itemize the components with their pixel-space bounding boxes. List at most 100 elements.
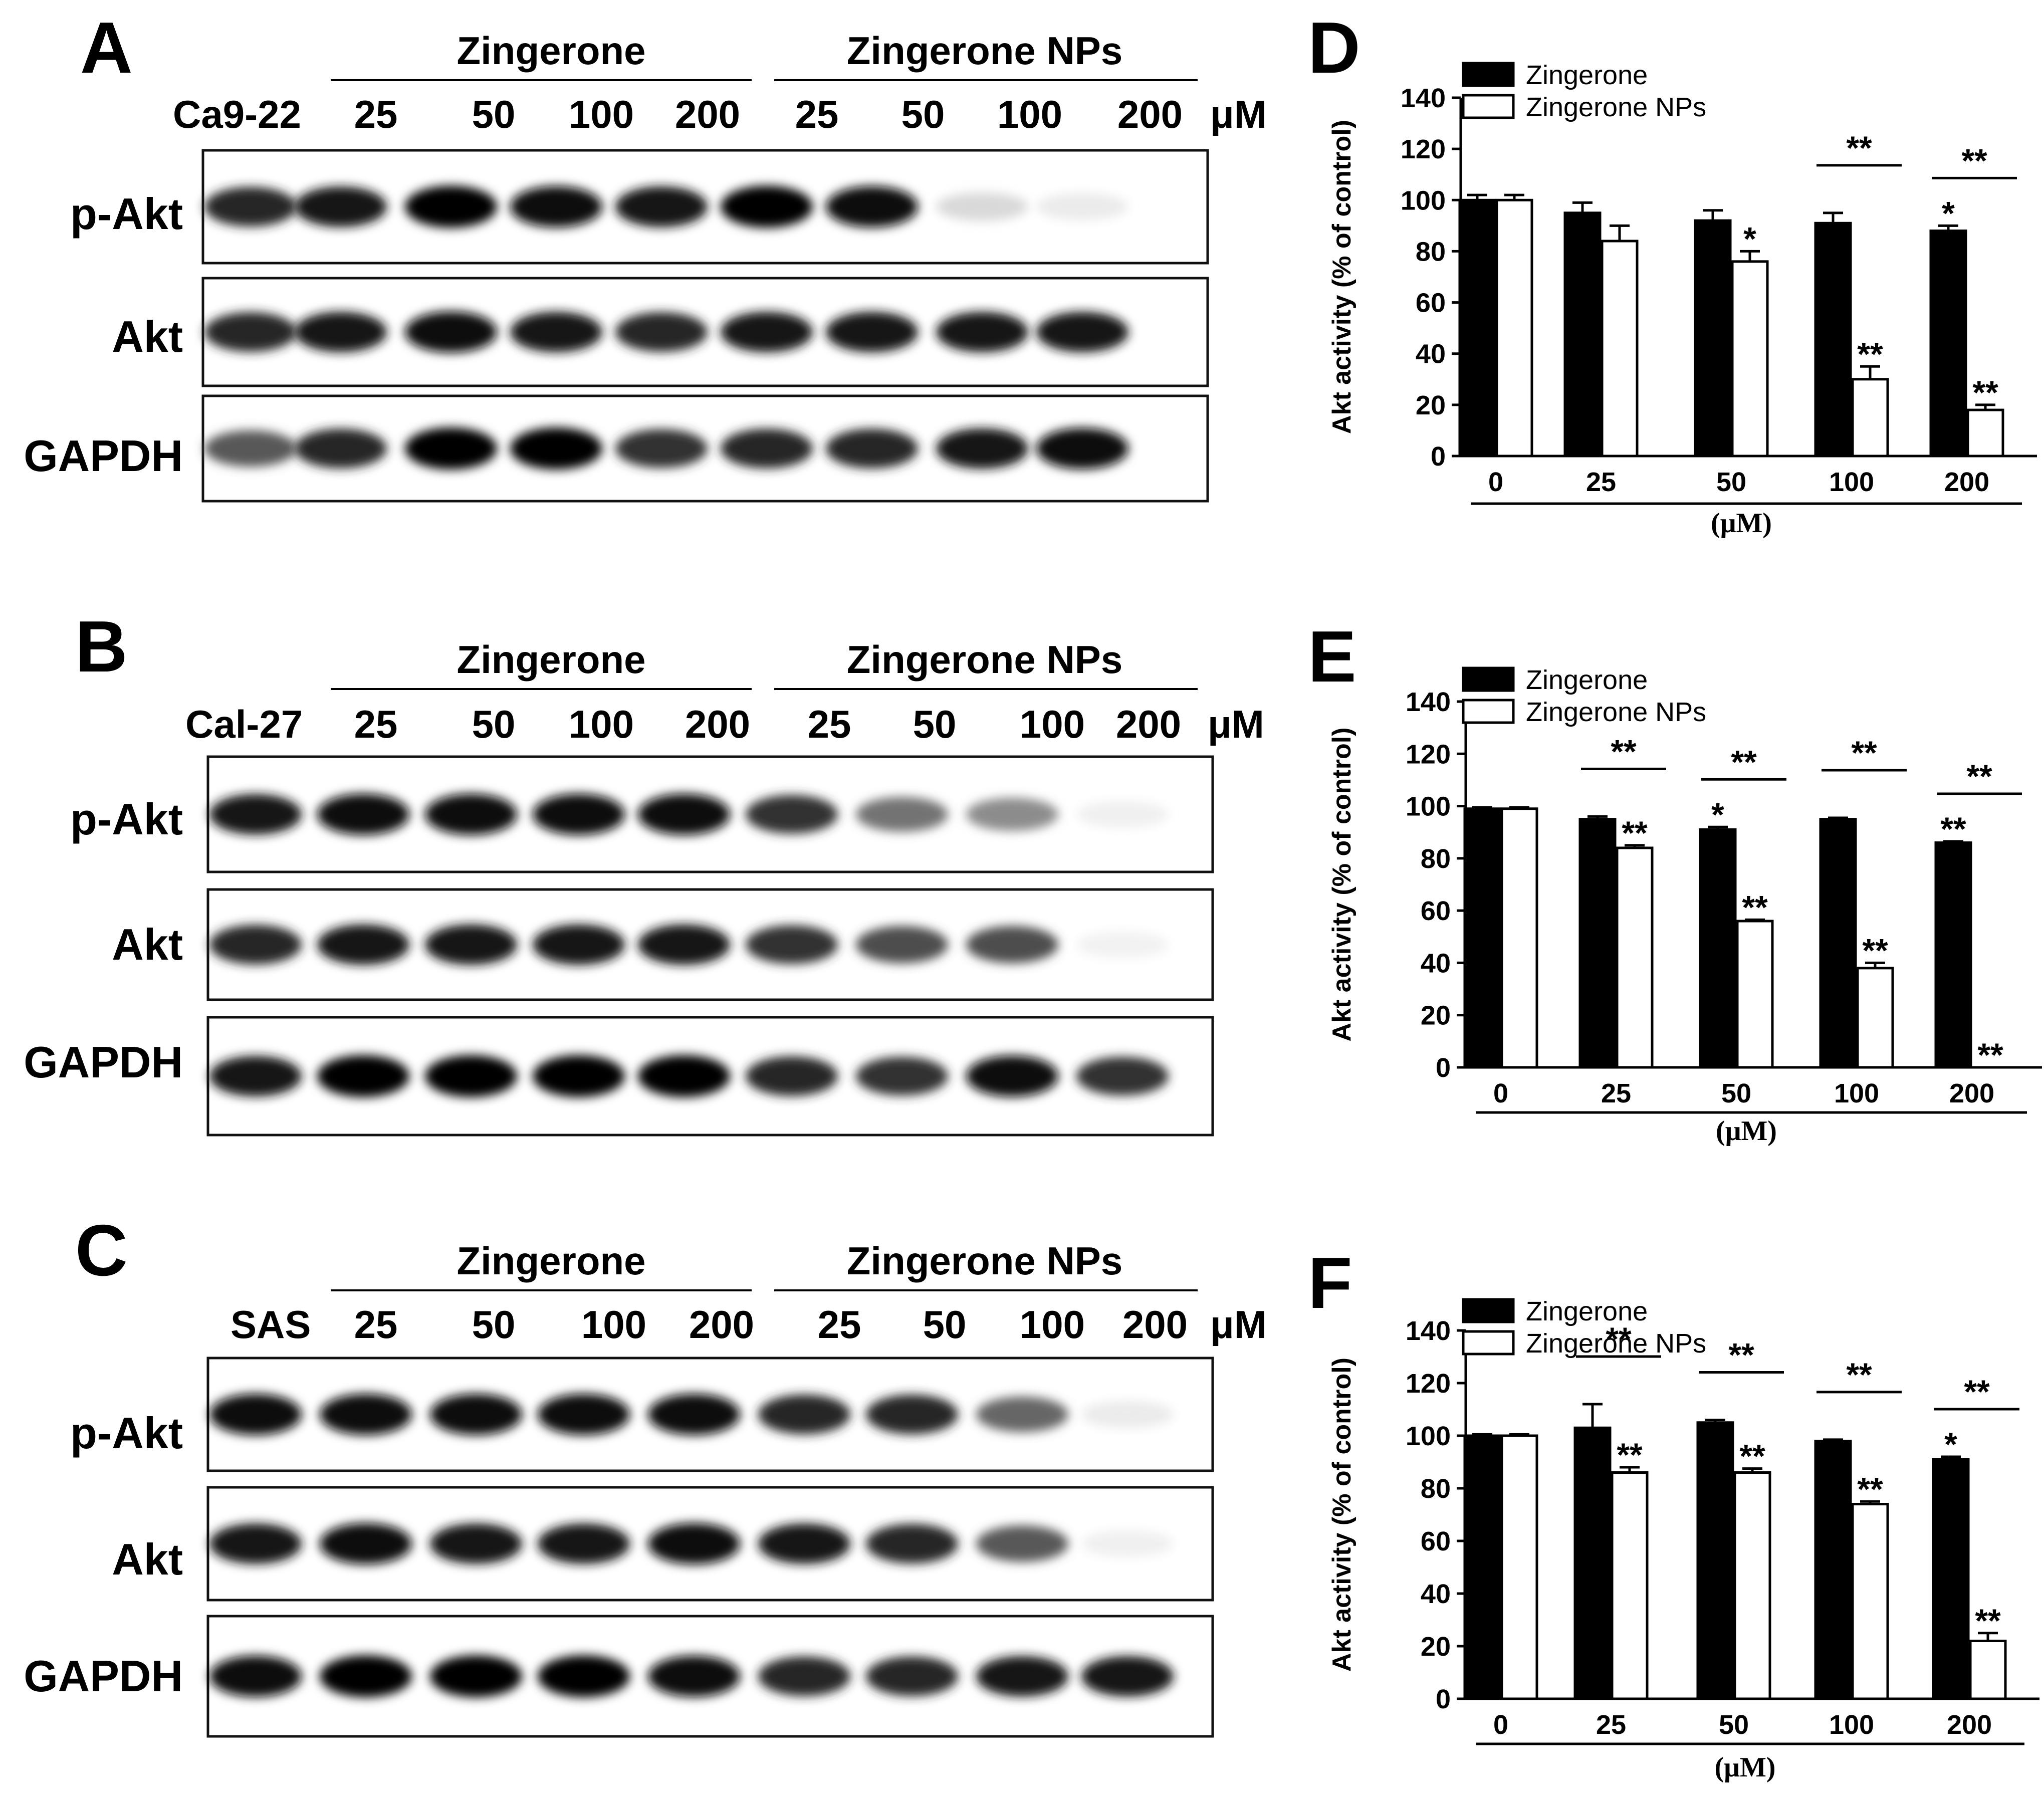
blot-band [1081, 1656, 1174, 1697]
blot-band [209, 1394, 302, 1435]
blot-row-label: p-Akt [70, 1408, 183, 1458]
significance-mark: ** [1966, 758, 1992, 795]
unit-label: μM [1208, 702, 1264, 746]
blot-band [538, 1394, 630, 1435]
x-tick-label: 100 [1829, 1710, 1874, 1740]
dose-label: 100 [997, 92, 1062, 136]
blot-band [1081, 1530, 1174, 1557]
blot-row-label: p-Akt [70, 794, 183, 844]
bar [1500, 807, 1538, 1069]
dose-label: 200 [685, 702, 750, 746]
blot-band [746, 925, 838, 964]
dose-label: 50 [472, 1302, 516, 1347]
y-tick-label: 120 [1401, 134, 1446, 164]
significance-mark: * [1743, 220, 1756, 257]
legend-swatch [1462, 62, 1515, 87]
blot-band [866, 1394, 958, 1435]
blot-band [936, 312, 1028, 352]
blot-band [320, 1394, 412, 1435]
group1-label: Zingerone [457, 637, 645, 682]
bar [1733, 1471, 1771, 1700]
blot-band [648, 1394, 740, 1435]
bar [1699, 828, 1737, 1069]
blot-band [510, 427, 602, 470]
blot-row-label: GAPDH [24, 1651, 183, 1701]
blot-band [204, 430, 297, 467]
legend-label: Zingerone NPs [1526, 1328, 1706, 1359]
y-tick-label: 60 [1421, 896, 1451, 926]
y-tick-label: 20 [1416, 390, 1446, 420]
blot-band [295, 312, 387, 352]
bar [1736, 920, 1774, 1069]
blot-band [615, 429, 708, 468]
x-axis-label: (μM) [1715, 1752, 1776, 1783]
blot-band [510, 312, 602, 352]
bar [1458, 198, 1496, 458]
y-tick-label: 100 [1406, 1421, 1451, 1451]
significance-mark: ** [1846, 1356, 1872, 1393]
significance-mark: ** [1728, 1336, 1754, 1374]
x-tick-label: 50 [1719, 1710, 1749, 1740]
blot-panel-a: Zingerone Zingerone NPs Ca9-22 25 50 100… [24, 29, 1267, 503]
blot-band [317, 793, 409, 835]
bar [1969, 1640, 2007, 1700]
blot-band [758, 1523, 850, 1564]
legend-label: Zingerone NPs [1526, 697, 1706, 727]
y-tick-label: 80 [1421, 1474, 1451, 1504]
significance-mark: ** [1731, 743, 1757, 780]
blot-bands [206, 1357, 1214, 1738]
bar [1495, 198, 1533, 458]
blot-band [405, 311, 497, 353]
group1-label: Zingerone [457, 1239, 645, 1283]
blot-band [320, 1655, 412, 1697]
bar [1731, 260, 1769, 458]
blot-band [638, 924, 730, 965]
bar [1611, 1471, 1649, 1700]
significance-mark: ** [1940, 810, 1966, 847]
x-tick-label: 25 [1596, 1710, 1626, 1740]
blot-band [1076, 801, 1169, 828]
legend-swatch [1462, 666, 1515, 692]
significance-mark: ** [1851, 734, 1877, 771]
significance-mark: ** [1964, 1373, 1990, 1410]
bar [1563, 211, 1602, 458]
dose-label: 100 [569, 702, 634, 746]
blot-band [405, 185, 497, 228]
y-tick-label: 20 [1421, 1001, 1451, 1031]
blot-band [295, 428, 387, 469]
group2-label: Zingerone NPs [847, 29, 1122, 73]
blot-band [1036, 427, 1128, 470]
dose-label: 50 [901, 92, 945, 136]
blot-band [320, 1523, 412, 1564]
significance-mark: ** [1742, 888, 1768, 926]
blot-band [866, 1523, 958, 1564]
blot-band [936, 192, 1028, 221]
significance-mark: ** [1739, 1438, 1765, 1475]
blot-bands [201, 149, 1209, 503]
blot-band [204, 312, 297, 352]
blot-band [826, 312, 918, 352]
blot-band [721, 185, 813, 228]
blot-band [866, 1656, 958, 1696]
blot-band [638, 1055, 730, 1097]
y-tick-label: 140 [1406, 1316, 1451, 1346]
dose-label: 50 [472, 702, 516, 746]
cell-line-label: Ca9-22 [173, 92, 301, 136]
blot-band [430, 1394, 522, 1435]
panel-letter-b: B [75, 606, 128, 687]
blot-band [430, 1655, 522, 1697]
unit-label: μM [1210, 1302, 1267, 1347]
group2-label: Zingerone NPs [847, 1239, 1122, 1283]
significance-mark: * [1944, 1426, 1957, 1463]
dose-label: 100 [1020, 1302, 1085, 1347]
y-tick-label: 140 [1406, 687, 1451, 717]
dose-label: 100 [581, 1302, 646, 1347]
blot-band [295, 186, 387, 227]
dose-label: 200 [675, 92, 740, 136]
blot-band [856, 1056, 948, 1096]
cell-line-label: Cal-27 [185, 702, 303, 746]
legend-swatch [1462, 699, 1515, 724]
x-tick-label: 200 [1947, 1710, 1992, 1740]
x-axis-label: (μM) [1716, 1115, 1777, 1147]
dose-label: 50 [472, 92, 516, 136]
